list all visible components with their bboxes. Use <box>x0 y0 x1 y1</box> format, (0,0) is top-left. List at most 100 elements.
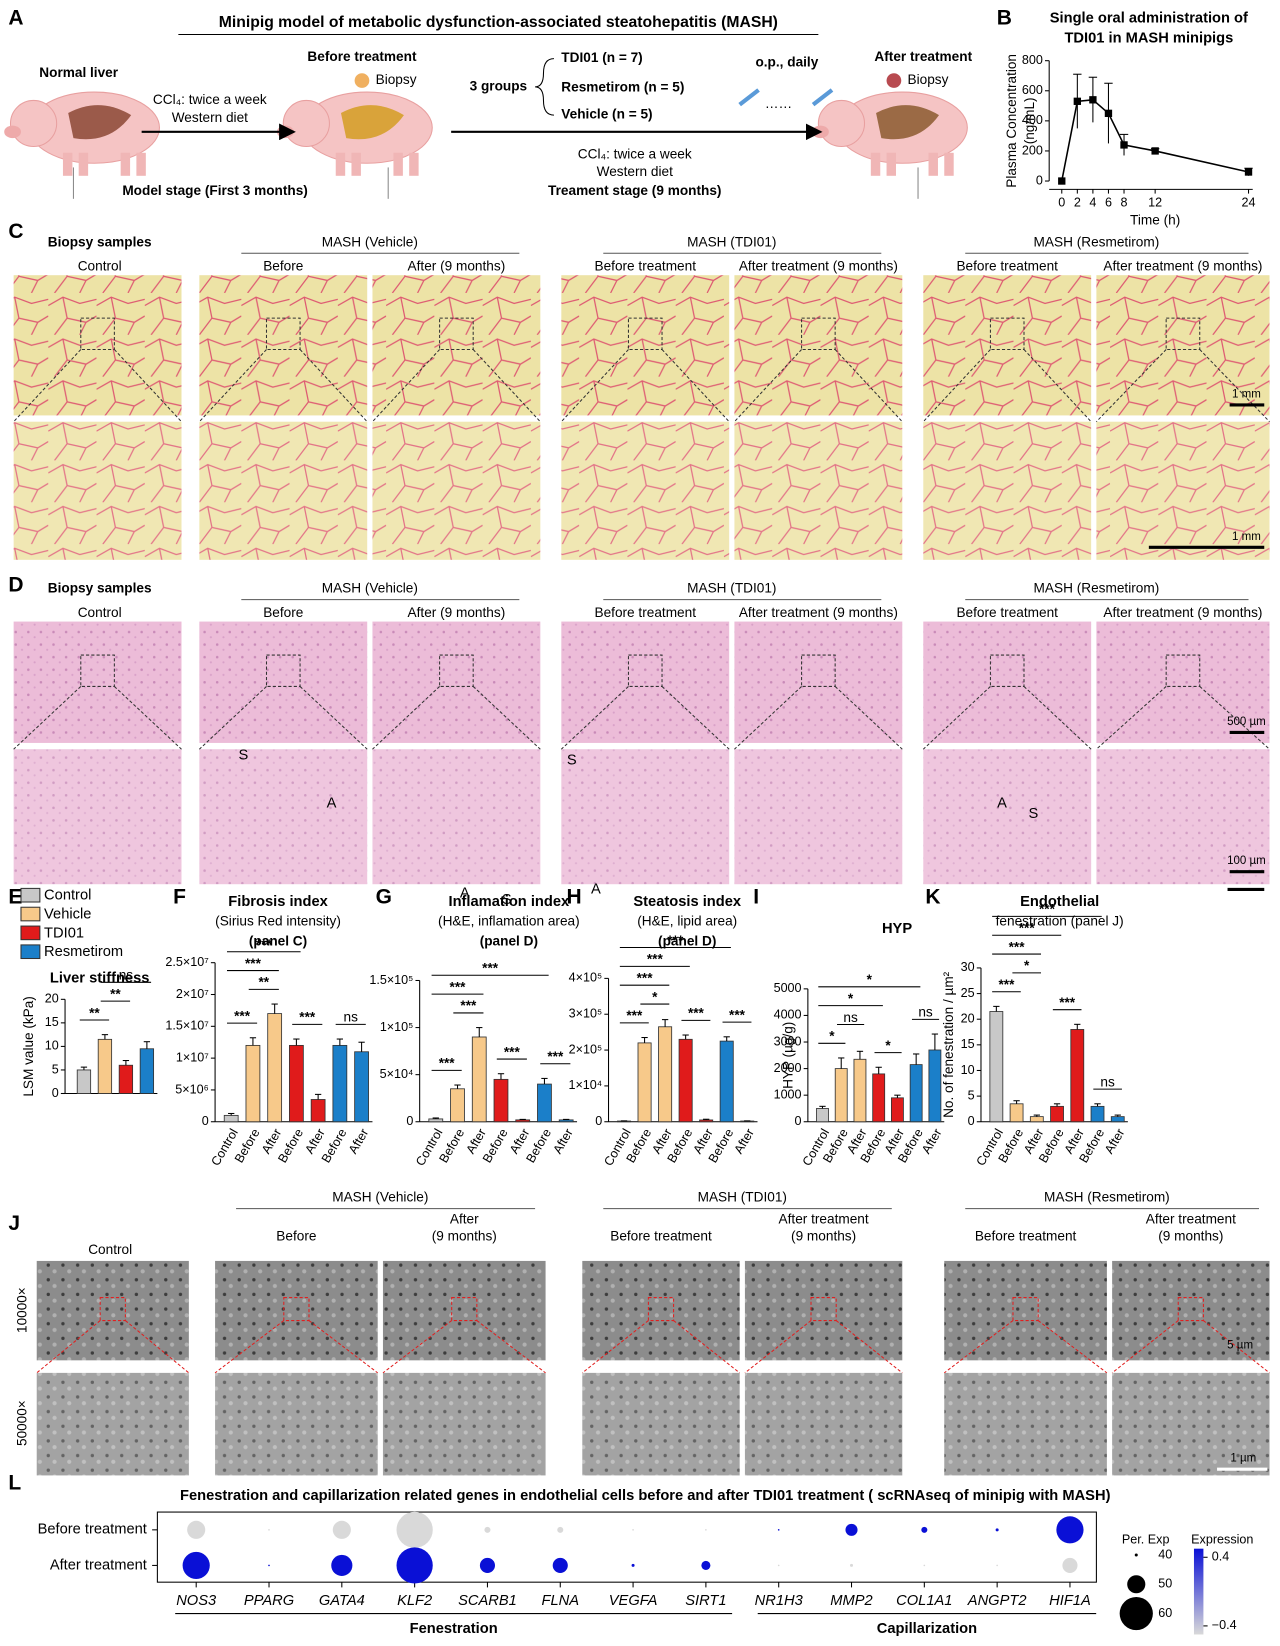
liver <box>876 105 940 140</box>
y-tick-label: 5×10⁶ <box>175 1082 209 1096</box>
y-tick-label: 2000 <box>774 1061 802 1075</box>
significance-label: * <box>1024 958 1030 973</box>
panel-letter: E <box>8 885 22 908</box>
legend-swatch <box>20 944 41 960</box>
region-annotation: A <box>591 881 601 897</box>
label: Control <box>88 1242 132 1257</box>
micrograph-zoom <box>561 749 730 885</box>
pig-leg <box>136 152 146 176</box>
dot <box>331 1554 353 1576</box>
legend-swatch <box>20 906 41 922</box>
bar <box>853 1058 867 1123</box>
micrograph <box>561 275 730 416</box>
label: Before treatment <box>956 258 1058 273</box>
sem-image <box>215 1260 378 1361</box>
bar <box>471 1036 487 1123</box>
pig-leg <box>78 152 89 176</box>
zoom-box <box>989 654 1025 687</box>
y-tick-label: 10 <box>45 1039 59 1053</box>
significance-label: *** <box>647 952 664 967</box>
micrograph-zoom <box>734 749 903 885</box>
zoom-guide <box>113 349 182 423</box>
label: 1 mm <box>1232 531 1261 543</box>
dot <box>557 1526 564 1533</box>
pig-snout <box>4 125 21 139</box>
zoom-guide <box>36 1320 101 1374</box>
significance-label: ns <box>1100 1074 1115 1089</box>
dot <box>850 1563 854 1567</box>
micrograph <box>372 275 541 416</box>
sem-image <box>944 1260 1107 1361</box>
micrograph-zoom <box>923 749 1092 885</box>
y-tick-label: 3000 <box>774 1034 802 1048</box>
x-tick-label: 8 <box>1121 195 1128 209</box>
dot <box>845 1523 858 1536</box>
chart-title: (panel D) <box>480 933 538 948</box>
label: After (9 months) <box>408 605 506 620</box>
micrograph <box>923 621 1092 743</box>
gene-label: MMP2 <box>830 1593 872 1609</box>
legend-label: 50 <box>1158 1577 1172 1591</box>
y-tick-label: 0 <box>202 1114 209 1128</box>
data-point <box>1089 96 1097 104</box>
micrograph-zoom <box>199 749 368 885</box>
zoom-box <box>801 317 836 351</box>
zoom-guide <box>1096 349 1167 423</box>
gene-label: PPARG <box>244 1593 294 1609</box>
zoom-guide <box>13 349 82 423</box>
label: …… <box>765 96 792 111</box>
micrograph-zoom <box>923 421 1092 560</box>
y-tick-label: 3×10⁵ <box>569 1007 603 1021</box>
label: Vehicle (n = 5) <box>561 107 652 122</box>
label: MASH (Vehicle) <box>322 234 418 249</box>
significance-label: * <box>652 989 658 1004</box>
micrograph-zoom <box>13 421 182 560</box>
x-tick-label: 12 <box>1148 195 1162 209</box>
label: After treatment (9 months) <box>739 258 898 273</box>
gene-label: FLNA <box>542 1593 580 1609</box>
significance-label: *** <box>999 977 1016 992</box>
label: Before treatment <box>594 605 696 620</box>
x-tick-label: After <box>1102 1126 1127 1156</box>
significance-label: *** <box>234 1008 251 1023</box>
sem-image-zoom <box>382 1372 546 1476</box>
micrograph <box>734 621 903 743</box>
chart-title: Steatosis index <box>633 894 742 910</box>
bar <box>1009 1103 1024 1123</box>
label: TDI01 (n = 7) <box>561 50 642 65</box>
gene-label: GATA4 <box>319 1593 365 1609</box>
x-tick-label: After <box>732 1126 757 1156</box>
label: After (9 months) <box>408 258 506 273</box>
bar <box>537 1083 552 1123</box>
y-tick-label: 0 <box>595 1114 602 1128</box>
label: Before <box>263 605 303 620</box>
bar <box>891 1097 904 1123</box>
micrograph-zoom <box>734 421 903 560</box>
label: After <box>450 1212 479 1227</box>
x-tick-label: After <box>919 1126 944 1156</box>
y-tick-label: 5 <box>52 1062 59 1076</box>
bar <box>678 1038 693 1123</box>
y-tick-label: 20 <box>961 1012 975 1026</box>
zoom-box <box>80 317 115 351</box>
bar <box>289 1044 304 1123</box>
significance-label: * <box>867 972 873 987</box>
chart-title: Fenestration and capillarization related… <box>180 1488 1111 1504</box>
label: MASH (Resmetirom) <box>1034 581 1160 596</box>
zoom-box <box>1177 1297 1204 1322</box>
biopsy-icon <box>354 73 370 88</box>
data-point <box>1104 109 1113 118</box>
zoom-guide <box>734 349 802 423</box>
y-tick-label: 4×10⁵ <box>569 971 603 985</box>
colorbar <box>1193 1548 1204 1635</box>
legend-dot <box>1119 1596 1153 1631</box>
bar <box>1050 1105 1064 1123</box>
significance-label: *** <box>504 1044 521 1059</box>
dot <box>1056 1516 1084 1544</box>
micrograph-zoom <box>13 749 182 885</box>
liver <box>340 105 404 140</box>
pig-head <box>9 99 58 148</box>
region-annotation: S <box>502 892 512 908</box>
region-annotation: A <box>997 796 1007 812</box>
label: (9 months) <box>791 1228 856 1243</box>
